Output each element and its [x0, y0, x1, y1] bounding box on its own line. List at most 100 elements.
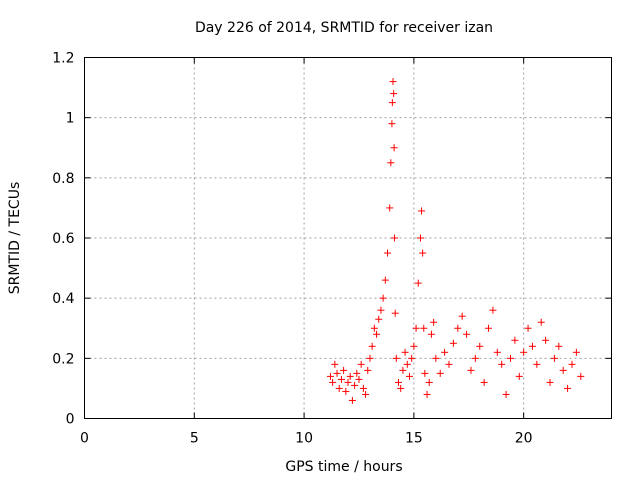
data-point — [476, 342, 484, 350]
data-point — [430, 318, 438, 326]
y-tick-label: 0.8 — [52, 171, 74, 187]
data-point — [390, 144, 398, 152]
data-point — [364, 366, 372, 374]
data-point — [533, 360, 541, 368]
data-point — [408, 354, 416, 362]
data-point — [410, 342, 418, 350]
data-point — [405, 372, 413, 380]
data-point — [340, 366, 348, 374]
data-point — [346, 372, 354, 380]
data-point — [577, 372, 585, 380]
data-point — [515, 372, 523, 380]
y-tick-label: 1 — [66, 111, 75, 127]
data-point — [403, 360, 411, 368]
data-point — [421, 369, 429, 377]
data-point — [485, 324, 493, 332]
data-point — [445, 360, 453, 368]
data-point — [520, 348, 528, 356]
data-point — [436, 369, 444, 377]
axis-ticks: 0 0.2 0.4 0.6 0.8 1 1.2 0 5 10 15 20 — [52, 51, 612, 447]
data-point — [542, 336, 550, 344]
data-point — [389, 78, 397, 86]
data-point — [377, 306, 385, 314]
data-point — [331, 360, 339, 368]
data-point — [353, 369, 361, 377]
data-point — [528, 342, 536, 350]
data-point — [390, 90, 398, 98]
data-point — [370, 324, 378, 332]
data-point — [351, 381, 359, 389]
data-point — [401, 348, 409, 356]
data-point — [458, 312, 466, 320]
data-point — [572, 348, 580, 356]
data-point — [524, 324, 532, 332]
data-point — [555, 342, 563, 350]
x-tick-label: 15 — [405, 431, 423, 447]
data-point — [568, 360, 576, 368]
data-point — [414, 279, 422, 287]
x-tick-label: 10 — [295, 431, 313, 447]
data-point — [493, 348, 501, 356]
data-point — [342, 387, 350, 395]
data-point — [564, 384, 572, 392]
data-point — [337, 375, 345, 383]
y-tick-label: 0.2 — [52, 351, 74, 367]
data-point — [550, 354, 558, 362]
data-point — [357, 360, 365, 368]
data-point — [467, 366, 475, 374]
data-point — [432, 354, 440, 362]
y-tick-label: 0 — [66, 412, 75, 428]
data-point — [362, 390, 370, 398]
data-point — [511, 336, 519, 344]
data-point — [463, 330, 471, 338]
data-point — [395, 378, 403, 386]
data-point — [441, 348, 449, 356]
y-tick-label: 0.4 — [52, 291, 74, 307]
chart-title: Day 226 of 2014, SRMTID for receiver iza… — [195, 20, 493, 36]
data-point — [498, 360, 506, 368]
data-point — [397, 384, 405, 392]
x-tick-label: 0 — [80, 431, 89, 447]
data-point — [480, 378, 488, 386]
data-point — [399, 366, 407, 374]
data-point — [384, 249, 392, 257]
data-point — [381, 276, 389, 284]
data-point — [546, 378, 554, 386]
data-point — [423, 390, 431, 398]
data-point — [392, 354, 400, 362]
data-point — [366, 354, 374, 362]
data-point — [326, 372, 334, 380]
data-point — [502, 390, 510, 398]
data-point — [387, 159, 395, 167]
data-point — [537, 318, 545, 326]
plot-frame — [84, 57, 612, 419]
data-point — [391, 234, 399, 242]
data-point — [449, 339, 457, 347]
data-point — [375, 315, 383, 323]
grid-lines — [84, 57, 612, 419]
data-point — [333, 369, 341, 377]
data-point — [329, 378, 337, 386]
data-point — [454, 324, 462, 332]
data-point — [355, 375, 363, 383]
data-point — [418, 207, 426, 215]
data-point — [368, 342, 376, 350]
data-point — [379, 294, 387, 302]
x-tick-label: 20 — [515, 431, 533, 447]
data-point — [388, 99, 396, 107]
data-point — [419, 249, 427, 257]
data-point — [427, 330, 435, 338]
data-point — [386, 204, 394, 212]
data-point — [416, 234, 424, 242]
data-point — [412, 324, 420, 332]
data-point — [335, 384, 343, 392]
data-point — [425, 378, 433, 386]
y-tick-label: 0.6 — [52, 231, 74, 247]
data-point — [471, 354, 479, 362]
data-point — [506, 354, 514, 362]
data-point — [388, 120, 396, 128]
data-point — [489, 306, 497, 314]
y-tick-label: 1.2 — [52, 51, 74, 67]
y-axis-label: SRMTID / TECUs — [7, 182, 23, 295]
